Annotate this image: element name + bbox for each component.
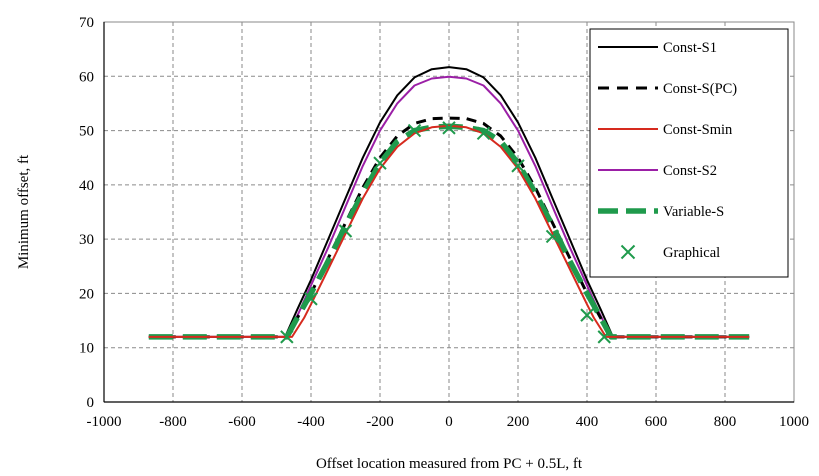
grid xyxy=(104,22,794,402)
x-tick-labels: -1000 -800 -600 -400 -200 0 200 400 600 800 1000 xyxy=(87,414,810,430)
legend-label: Const-Smin xyxy=(663,122,733,138)
y-tick-label: 20 xyxy=(79,286,94,302)
x-tick-label: 600 xyxy=(645,414,668,430)
x-tick-label: 0 xyxy=(445,414,453,430)
series-const-smin-line xyxy=(148,124,750,338)
y-tick-labels: 0 10 20 30 40 50 60 70 xyxy=(79,15,94,411)
x-axis-label: Offset location measured from PC + 0.5L,… xyxy=(316,456,583,472)
legend-item-const-s2: Const-S2 xyxy=(598,163,717,179)
x-tick-label: -400 xyxy=(297,414,325,430)
graphical-marker xyxy=(338,224,353,238)
graphical-marker xyxy=(373,156,387,170)
x-tick-label: 800 xyxy=(714,414,737,430)
legend: Const-S1 Const-S(PC) Const-Smin Const-S2 Var… xyxy=(589,28,789,278)
graphical-marker xyxy=(476,126,491,140)
graphical-marker xyxy=(580,308,594,322)
y-tick-label: 40 xyxy=(79,178,94,194)
x-tick-label: 400 xyxy=(576,414,599,430)
legend-label: Graphical xyxy=(663,245,720,261)
graphical-marker xyxy=(597,330,611,344)
legend-item-const-s-pc: Const-S(PC) xyxy=(598,81,737,97)
graphical-marker xyxy=(280,330,294,344)
legend-label: Const-S(PC) xyxy=(663,81,737,97)
y-tick-label: 30 xyxy=(79,232,94,248)
legend-item-const-s1: Const-S1 xyxy=(598,40,717,56)
legend-label: Variable-S xyxy=(663,204,724,220)
x-tick-label: 1000 xyxy=(779,414,809,430)
y-tick-label: 50 xyxy=(79,124,94,140)
graphical-marker xyxy=(304,292,318,306)
legend-item-const-smin: Const-Smin xyxy=(598,122,733,138)
y-axis-label: Minimum offset, ft xyxy=(16,154,32,269)
x-tick-label: -1000 xyxy=(87,414,122,430)
y-tick-label: 10 xyxy=(79,341,94,357)
legend-label: Const-S2 xyxy=(663,163,717,179)
graphical-marker xyxy=(511,159,525,173)
legend-box xyxy=(589,28,789,278)
legend-item-variable-s: Variable-S xyxy=(598,204,724,220)
y-tick-label: 60 xyxy=(79,69,94,85)
x-tick-label: 200 xyxy=(507,414,530,430)
legend-label: Const-S1 xyxy=(663,40,717,56)
axes xyxy=(103,22,794,403)
series-layer xyxy=(148,66,750,344)
legend-marker xyxy=(620,244,636,260)
series-const-s2-line xyxy=(148,75,750,338)
graphical-marker xyxy=(407,123,422,138)
legend-item-graphical: Graphical xyxy=(620,244,720,261)
x-tick-label: -800 xyxy=(159,414,187,430)
series-const-s1-line xyxy=(148,66,750,338)
y-tick-label: 0 xyxy=(87,395,95,411)
graphical-marker xyxy=(442,121,456,135)
graphical-marker xyxy=(545,229,560,244)
x-tick-label: -600 xyxy=(228,414,256,430)
series-graphical xyxy=(280,121,611,344)
y-tick-label: 70 xyxy=(79,15,94,31)
x-tick-label: -200 xyxy=(366,414,394,430)
